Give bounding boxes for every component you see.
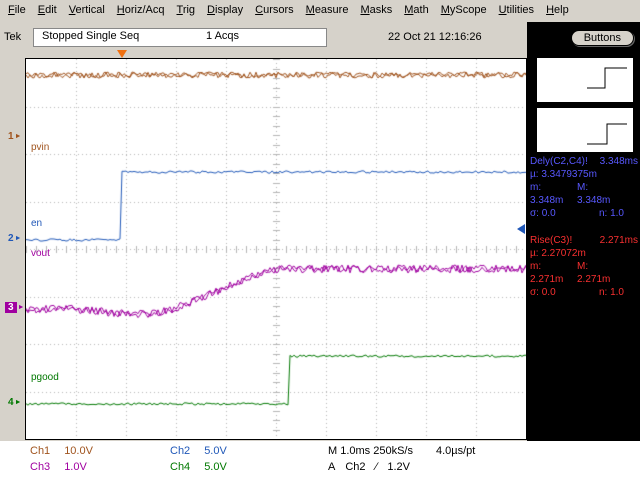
measurement-delay-count: n: 1.0 <box>598 208 624 219</box>
menu-item-edit[interactable]: Edit <box>37 4 57 16</box>
measurement-delay-name: Dely(C2,C4)! <box>530 156 588 167</box>
measurement-delay-max: M: 3.348m <box>577 182 611 206</box>
trigger-level-readout: 1.2V <box>387 461 411 473</box>
measurement-rise-count: n: 1.0 <box>598 287 624 298</box>
ch1-position-marker[interactable]: 1 ► <box>8 131 22 142</box>
status-bar: Tek Stopped Single Seq 1 Acqs 22 Oct 21 … <box>0 22 526 56</box>
ch1-marker-number: 1 <box>8 131 14 142</box>
ch2-position-marker[interactable]: 2 ► <box>8 233 22 244</box>
acquisition-state: Stopped Single Seq <box>42 30 140 42</box>
ch3-marker-number: 3 <box>5 302 17 313</box>
ch1-scale-readout[interactable]: Ch1 10.0V <box>30 445 93 457</box>
ch4-position-marker[interactable]: 4 ► <box>8 397 22 408</box>
step-waveform-icon <box>587 123 627 145</box>
measurement-delay-value: 3.348ms <box>599 156 638 167</box>
measurement-rise-std: σ: 0.0 <box>530 287 556 298</box>
ch4-waveform-label: pgood <box>31 372 59 383</box>
side-panel: Buttons Dely(C2,C4)! 3.348ms µ: 3.347937… <box>527 22 640 441</box>
measurement-thumbnail-rise <box>537 108 633 152</box>
measurement-rise-min: m: 2.271m <box>530 261 564 285</box>
menu-item-display[interactable]: Display <box>207 4 244 16</box>
datetime: 22 Oct 21 12:16:26 <box>388 31 482 43</box>
ch2-scale-readout[interactable]: Ch2 5.0V <box>170 445 227 457</box>
measurement-thumbnail-delay <box>537 58 633 102</box>
ch3-readout-label: Ch3 <box>30 461 51 473</box>
ch4-scale-readout[interactable]: Ch4 5.0V <box>170 461 227 473</box>
trigger-readout[interactable]: A Ch2 ∕ 1.2V <box>328 461 410 473</box>
ch3-scale-readout[interactable]: Ch3 1.0V <box>30 461 87 473</box>
measurement-rise-value: 2.271ms <box>599 235 638 246</box>
measurement-delay-min: m: 3.348m <box>530 182 564 206</box>
trigger-source-label: Ch2 <box>345 461 366 473</box>
menu-item-horiz-acq[interactable]: Horiz/Acq <box>116 4 165 16</box>
acquisition-count: 1 Acqs <box>206 30 240 42</box>
trigger-system-label: A <box>328 461 336 473</box>
measurement-rise-mean: µ: 2.27072m <box>530 248 586 259</box>
ch2-marker-arrow-icon: ► <box>14 235 22 242</box>
waveform-display <box>25 58 527 440</box>
ch3-readout-scale: 1.0V <box>64 461 87 473</box>
buttons-button[interactable]: Buttons <box>570 30 634 46</box>
ch3-marker-arrow-icon: ► <box>17 304 25 311</box>
ch3-waveform-label: vout <box>31 248 50 259</box>
timebase-readout[interactable]: M 1.0ms 250kS/s <box>328 445 413 457</box>
menu-item-math[interactable]: Math <box>404 4 429 16</box>
ch2-readout-label: Ch2 <box>170 445 191 457</box>
measurement-rise-name: Rise(C3)! <box>530 235 573 246</box>
menu-item-trig[interactable]: Trig <box>176 4 196 16</box>
ch4-marker-arrow-icon: ► <box>14 399 22 406</box>
menu-item-cursors[interactable]: Cursors <box>255 4 294 16</box>
ch3-position-marker[interactable]: 3 ► <box>5 302 25 313</box>
sample-resolution-readout: 4.0µs/pt <box>436 445 476 457</box>
ch2-waveform-label: en <box>31 218 43 229</box>
ch2-marker-number: 2 <box>8 233 14 244</box>
waveform-canvas <box>26 59 526 439</box>
ch4-readout-label: Ch4 <box>170 461 191 473</box>
trigger-position-marker[interactable] <box>117 50 127 58</box>
measurement-rise-max: M: 2.271m <box>577 261 611 285</box>
ch1-marker-arrow-icon: ► <box>14 133 22 140</box>
ch1-waveform-label: pvin <box>31 142 50 153</box>
menu-item-masks[interactable]: Masks <box>360 4 393 16</box>
readout-bar: Ch1 10.0V Ch2 5.0V M 1.0ms 250kS/s 4.0µs/p… <box>0 441 640 480</box>
menu-bar: File Edit Vertical Horiz/Acq Trig Displa… <box>0 0 640 20</box>
step-waveform-icon <box>587 67 627 89</box>
measurement-delay-mean: µ: 3.3479375m <box>530 169 597 180</box>
tek-logo: Tek <box>4 31 22 43</box>
menu-item-myscope[interactable]: MyScope <box>440 4 487 16</box>
measurement-delay-std: σ: 0.0 <box>530 208 556 219</box>
ch2-readout-scale: 5.0V <box>204 445 227 457</box>
ch1-readout-label: Ch1 <box>30 445 51 457</box>
menu-item-vertical[interactable]: Vertical <box>68 4 105 16</box>
ch1-readout-scale: 10.0V <box>64 445 93 457</box>
measurement-delay: Dely(C2,C4)! 3.348ms µ: 3.3479375m m: 3.… <box>530 155 638 220</box>
measurement-rise: Rise(C3)! 2.271ms µ: 2.27072m m: 2.271m … <box>530 234 638 299</box>
trigger-level-marker[interactable] <box>517 224 525 234</box>
menu-item-file[interactable]: File <box>8 4 26 16</box>
ch4-readout-scale: 5.0V <box>204 461 227 473</box>
menu-item-utilities[interactable]: Utilities <box>498 4 535 16</box>
trigger-slope-icon: ∕ <box>375 461 378 473</box>
acquisition-status-field: Stopped Single Seq 1 Acqs <box>33 28 327 47</box>
ch4-marker-number: 4 <box>8 397 14 408</box>
menu-item-help[interactable]: Help <box>546 4 569 16</box>
menu-item-measure[interactable]: Measure <box>305 4 349 16</box>
